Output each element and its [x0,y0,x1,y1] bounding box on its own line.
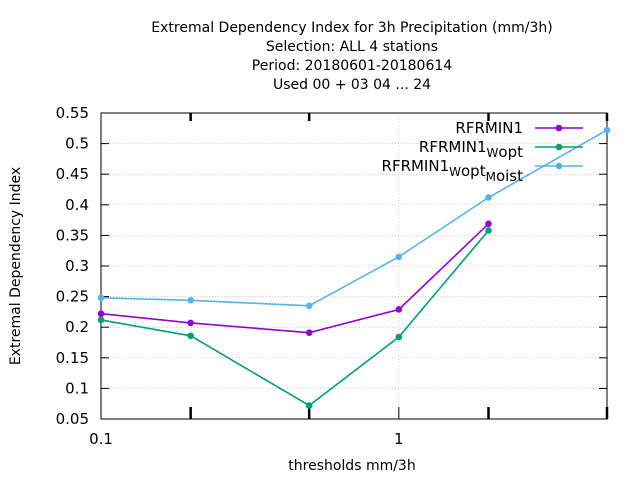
x-tick-label: 0.1 [89,430,113,448]
title-line-2: Selection: ALL 4 stations [266,39,438,55]
series-point-3 [395,253,403,261]
series-point-2 [97,316,105,324]
y-tick-label: 0.15 [56,349,89,367]
legend-point-3 [555,162,563,170]
legend-point-2 [555,143,563,151]
title-line-1: Extremal Dependency Index for 3h Precipi… [151,20,552,36]
series-point-2 [485,227,492,234]
y-tick-label: 0.3 [65,257,89,275]
legend-label-subscript: W [487,146,499,160]
series-line-1 [100,223,490,334]
title-line-4: Used 00 + 03 04 ... 24 [273,77,431,93]
y-tick-label: 0.45 [56,165,89,183]
legend-label-3: RFRMIN1WoptMoist [382,157,524,185]
series-line-2 [100,229,490,407]
axis-ticks: 0.050.10.150.20.250.30.350.40.450.50.550… [56,104,609,448]
y-tick-label: 0.5 [65,135,89,153]
legend-label-part: RFRMIN1 [419,138,487,156]
series-point-3 [603,126,611,134]
y-tick-label: 0.05 [56,410,89,428]
legend-label-subscript: W [449,165,461,179]
series-point-3 [485,194,492,201]
grid [101,113,607,419]
series-layer [97,126,611,409]
legend-label-2: RFRMIN1Wopt [419,138,523,161]
x-axis-label: thresholds mm/3h [288,458,415,474]
title-line-3: Period: 20180601-20180614 [252,58,452,74]
series-point-1 [305,329,313,337]
series-point-1 [485,220,492,228]
chart-title: Extremal Dependency Index for 3h Precipi… [151,20,552,93]
y-tick-label: 0.4 [65,196,89,214]
y-tick-label: 0.55 [56,104,89,122]
y-tick-label: 0.2 [65,318,89,336]
legend-label-part: opt [498,143,523,161]
x-tick-label: 1 [394,430,404,448]
legend-point-1 [555,124,563,132]
plot-frame [100,112,608,420]
series-point-1 [97,310,105,318]
series-point-3 [187,296,194,304]
series-point-2 [187,332,194,340]
y-tick-label: 0.25 [56,288,89,306]
series-point-1 [395,306,403,313]
series-point-3 [305,302,313,310]
series-line-3 [100,129,608,307]
legend-label-subscript: M [486,170,496,184]
y-axis-label: Extremal Dependency Index [8,167,24,365]
series-point-2 [395,333,403,341]
y-tick-label: 0.1 [65,379,89,397]
legend-label-part: RFRMIN1 [382,157,450,175]
legend-label-part: RFRMIN1 [455,119,523,137]
legend-label-part: opt [461,162,486,180]
series-point-1 [187,319,194,327]
series-point-3 [97,294,105,302]
legend-label-1: RFRMIN1 [455,119,523,137]
legend-label-part: oist [496,167,523,185]
y-tick-label: 0.35 [56,226,89,244]
series-point-2 [305,402,313,409]
